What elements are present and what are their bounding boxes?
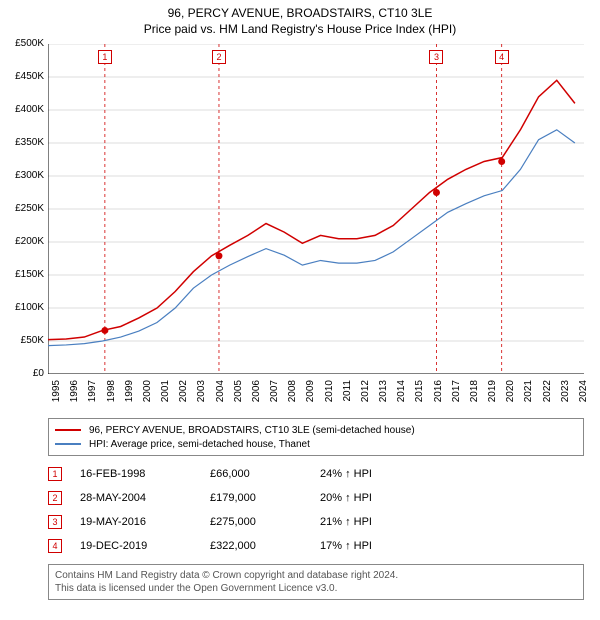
footer-line1: Contains HM Land Registry data © Crown c… (55, 569, 577, 582)
x-tick-label: 2001 (160, 380, 171, 420)
legend-swatch (55, 443, 81, 445)
x-tick-label: 2017 (451, 380, 462, 420)
legend-label: 96, PERCY AVENUE, BROADSTAIRS, CT10 3LE … (89, 425, 415, 436)
x-tick-label: 2019 (487, 380, 498, 420)
table-row: 1 16-FEB-1998 £66,000 24% ↑ HPI (48, 462, 584, 486)
x-tick-label: 2014 (396, 380, 407, 420)
titles: 96, PERCY AVENUE, BROADSTAIRS, CT10 3LE … (0, 0, 600, 36)
y-tick-label: £500K (0, 38, 44, 49)
table-row: 3 19-MAY-2016 £275,000 21% ↑ HPI (48, 510, 584, 534)
x-tick-label: 2013 (378, 380, 389, 420)
x-tick-label: 2000 (142, 380, 153, 420)
y-tick-label: £250K (0, 203, 44, 214)
tx-marker-4: 4 (48, 539, 62, 553)
x-tick-label: 2007 (269, 380, 280, 420)
tx-price: £275,000 (210, 516, 320, 528)
y-tick-label: £200K (0, 236, 44, 247)
x-tick-label: 2024 (578, 380, 589, 420)
sale-marker-box: 3 (429, 50, 443, 64)
y-tick-label: £150K (0, 269, 44, 280)
tx-delta: 17% ↑ HPI (320, 540, 430, 552)
x-tick-label: 2015 (414, 380, 425, 420)
legend: 96, PERCY AVENUE, BROADSTAIRS, CT10 3LE … (48, 418, 584, 456)
y-tick-label: £450K (0, 71, 44, 82)
footer: Contains HM Land Registry data © Crown c… (48, 564, 584, 600)
chart-svg (48, 44, 584, 374)
x-tick-label: 2016 (433, 380, 444, 420)
x-tick-label: 2004 (215, 380, 226, 420)
transaction-table: 1 16-FEB-1998 £66,000 24% ↑ HPI 2 28-MAY… (48, 462, 584, 558)
x-tick-label: 2009 (305, 380, 316, 420)
x-tick-label: 2012 (360, 380, 371, 420)
title-sub: Price paid vs. HM Land Registry's House … (0, 22, 600, 36)
x-tick-label: 2010 (324, 380, 335, 420)
x-tick-label: 2011 (342, 380, 353, 420)
tx-delta: 21% ↑ HPI (320, 516, 430, 528)
tx-price: £66,000 (210, 468, 320, 480)
x-tick-label: 1999 (124, 380, 135, 420)
tx-date: 19-MAY-2016 (80, 516, 210, 528)
sale-marker-box: 2 (212, 50, 226, 64)
y-tick-label: £0 (0, 368, 44, 379)
sale-marker-box: 4 (495, 50, 509, 64)
chart-area: 1 2 3 4 (48, 44, 584, 374)
legend-swatch (55, 429, 81, 431)
x-tick-label: 2006 (251, 380, 262, 420)
x-tick-label: 1995 (51, 380, 62, 420)
table-row: 4 19-DEC-2019 £322,000 17% ↑ HPI (48, 534, 584, 558)
table-row: 2 28-MAY-2004 £179,000 20% ↑ HPI (48, 486, 584, 510)
x-tick-label: 2018 (469, 380, 480, 420)
legend-item-property: 96, PERCY AVENUE, BROADSTAIRS, CT10 3LE … (55, 423, 577, 437)
legend-label: HPI: Average price, semi-detached house,… (89, 439, 310, 450)
y-tick-label: £100K (0, 302, 44, 313)
y-tick-label: £300K (0, 170, 44, 181)
tx-date: 19-DEC-2019 (80, 540, 210, 552)
x-tick-label: 2022 (542, 380, 553, 420)
tx-delta: 20% ↑ HPI (320, 492, 430, 504)
x-tick-label: 1996 (69, 380, 80, 420)
tx-date: 16-FEB-1998 (80, 468, 210, 480)
x-tick-label: 1998 (106, 380, 117, 420)
title-main: 96, PERCY AVENUE, BROADSTAIRS, CT10 3LE (0, 6, 600, 20)
tx-marker-1: 1 (48, 467, 62, 481)
sale-marker-box: 1 (98, 50, 112, 64)
y-tick-label: £400K (0, 104, 44, 115)
chart-container: 96, PERCY AVENUE, BROADSTAIRS, CT10 3LE … (0, 0, 600, 620)
x-tick-label: 2021 (523, 380, 534, 420)
legend-item-hpi: HPI: Average price, semi-detached house,… (55, 437, 577, 451)
x-tick-label: 2003 (196, 380, 207, 420)
tx-date: 28-MAY-2004 (80, 492, 210, 504)
y-tick-label: £350K (0, 137, 44, 148)
x-tick-label: 2008 (287, 380, 298, 420)
tx-marker-2: 2 (48, 491, 62, 505)
x-tick-label: 2020 (505, 380, 516, 420)
tx-price: £179,000 (210, 492, 320, 504)
x-tick-label: 2005 (233, 380, 244, 420)
footer-line2: This data is licensed under the Open Gov… (55, 582, 577, 595)
tx-marker-3: 3 (48, 515, 62, 529)
x-tick-label: 1997 (87, 380, 98, 420)
x-tick-label: 2023 (560, 380, 571, 420)
x-tick-label: 2002 (178, 380, 189, 420)
tx-delta: 24% ↑ HPI (320, 468, 430, 480)
y-tick-label: £50K (0, 335, 44, 346)
tx-price: £322,000 (210, 540, 320, 552)
